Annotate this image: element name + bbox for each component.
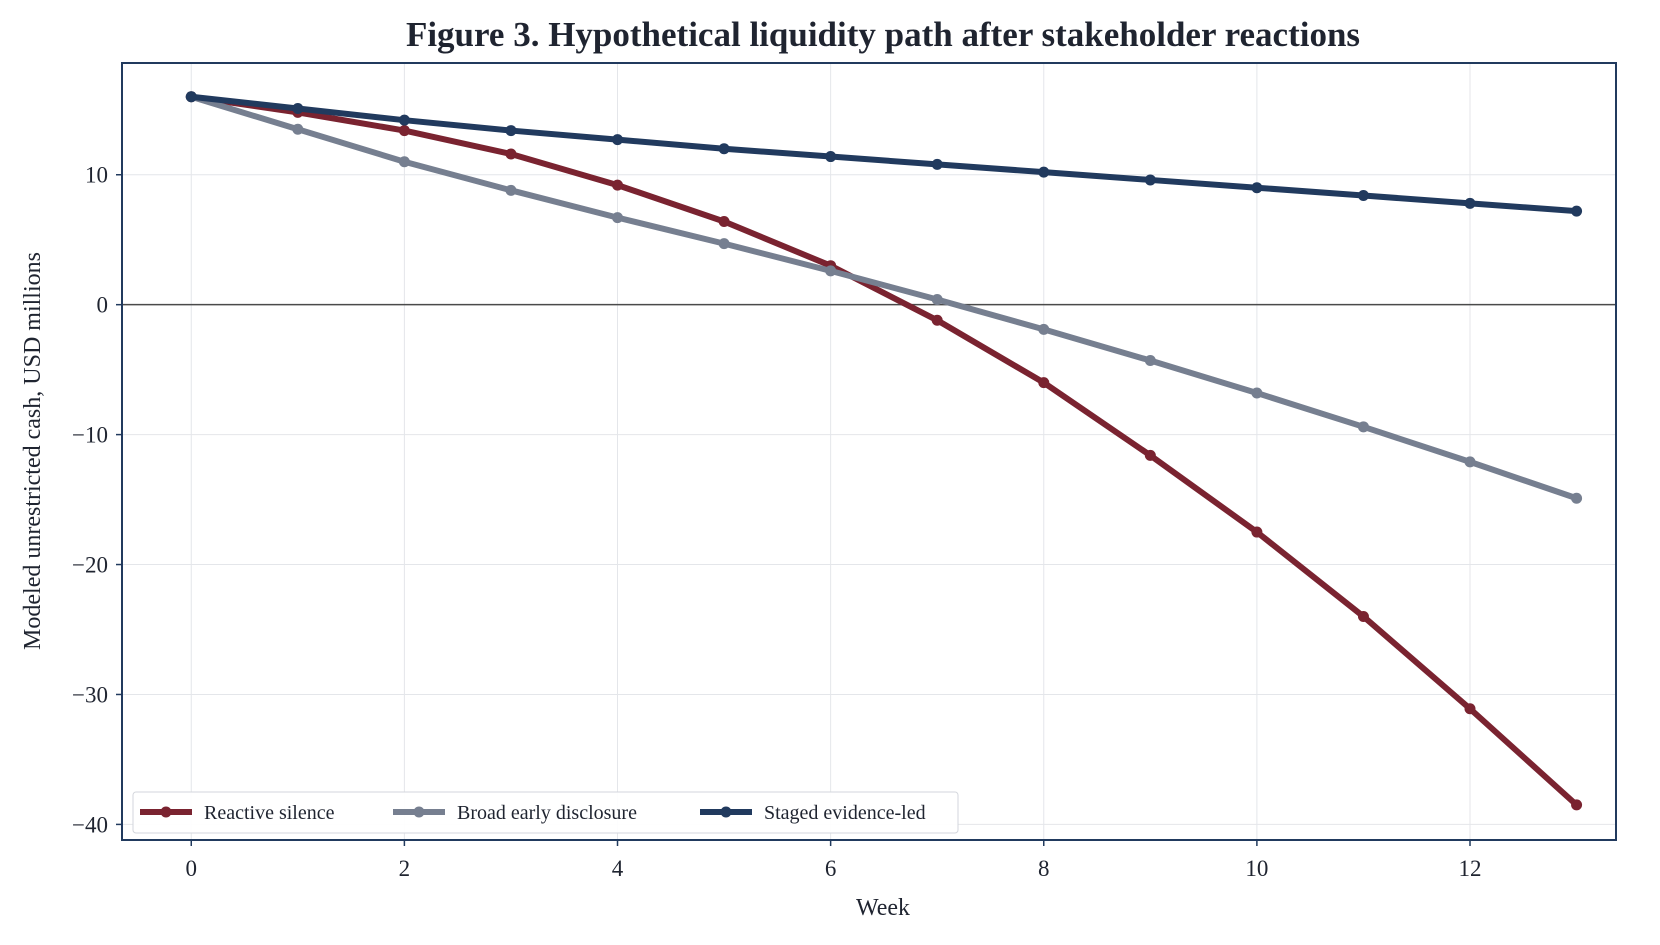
series-point (1464, 703, 1476, 715)
x-tick-label: 2 (399, 856, 411, 881)
series-point (505, 148, 517, 160)
series-line (188, 93, 1580, 502)
series-point (1571, 205, 1583, 217)
series-point (1038, 166, 1050, 178)
y-tick-label: −40 (72, 812, 108, 837)
series-lines (185, 91, 1583, 811)
x-tick-label: 0 (186, 856, 198, 881)
series-point (718, 216, 730, 228)
series-point (1251, 526, 1263, 538)
x-tick-label: 6 (825, 856, 837, 881)
series-point (1038, 377, 1050, 389)
series-point (505, 184, 517, 196)
series-point (718, 143, 730, 155)
series-point (1464, 456, 1476, 468)
legend-swatch-marker (720, 806, 732, 818)
series-line (188, 93, 1580, 215)
y-tick-label: 10 (85, 163, 108, 188)
series-point (612, 212, 624, 224)
x-axis-label: Week (856, 895, 910, 921)
series-point (1144, 174, 1156, 186)
series-point (931, 314, 943, 326)
series-point (1357, 190, 1369, 202)
series-point (1251, 182, 1263, 194)
series-point (292, 123, 304, 135)
y-axis-label: Modeled unrestricted cash, USD millions (20, 252, 46, 650)
legend: Reactive silence Broad early disclosure St… (132, 791, 959, 834)
series-point (1571, 492, 1583, 504)
series-point (825, 265, 837, 277)
y-tick-label: 0 (97, 293, 109, 318)
x-tick-label: 4 (612, 856, 624, 881)
legend-label: Reactive silence (204, 802, 335, 824)
y-tick-label: −10 (72, 423, 108, 448)
legend-label: Broad early disclosure (457, 802, 637, 824)
series-point (612, 134, 624, 146)
x-tick-label: 10 (1245, 856, 1268, 881)
series-point (1251, 387, 1263, 399)
legend-box (132, 791, 959, 834)
y-tick-label: −20 (72, 553, 108, 578)
legend-label: Staged evidence-led (764, 802, 926, 824)
series-line (188, 93, 1580, 808)
y-tick-label: −30 (72, 682, 108, 707)
x-axis-ticks: 0 2 4 6 8 10 12 (186, 840, 1482, 881)
series-point (505, 125, 517, 137)
x-tick-label: 8 (1038, 856, 1050, 881)
series-point (185, 91, 197, 103)
y-axis-ticks: 10 0 −10 −20 −30 −40 (72, 163, 122, 837)
series-point (1357, 611, 1369, 623)
series-point (1144, 449, 1156, 461)
series-point (931, 293, 943, 305)
series-point (612, 179, 624, 191)
series-point (398, 125, 410, 137)
legend-swatch-marker (160, 806, 172, 818)
series-point (398, 114, 410, 126)
series-point (1144, 355, 1156, 367)
series-point (1038, 323, 1050, 335)
series-point (825, 151, 837, 163)
legend-swatch-marker (413, 806, 425, 818)
chart-title: Figure 3. Hypothetical liquidity path af… (406, 15, 1360, 54)
series-point (1571, 799, 1583, 811)
series-point (398, 156, 410, 168)
plot-frame (121, 62, 1617, 841)
series-point (1357, 421, 1369, 433)
x-tick-label: 12 (1459, 856, 1482, 881)
series-point (931, 158, 943, 170)
series-point (292, 102, 304, 114)
series-point (718, 238, 730, 250)
series-point (1464, 197, 1476, 209)
